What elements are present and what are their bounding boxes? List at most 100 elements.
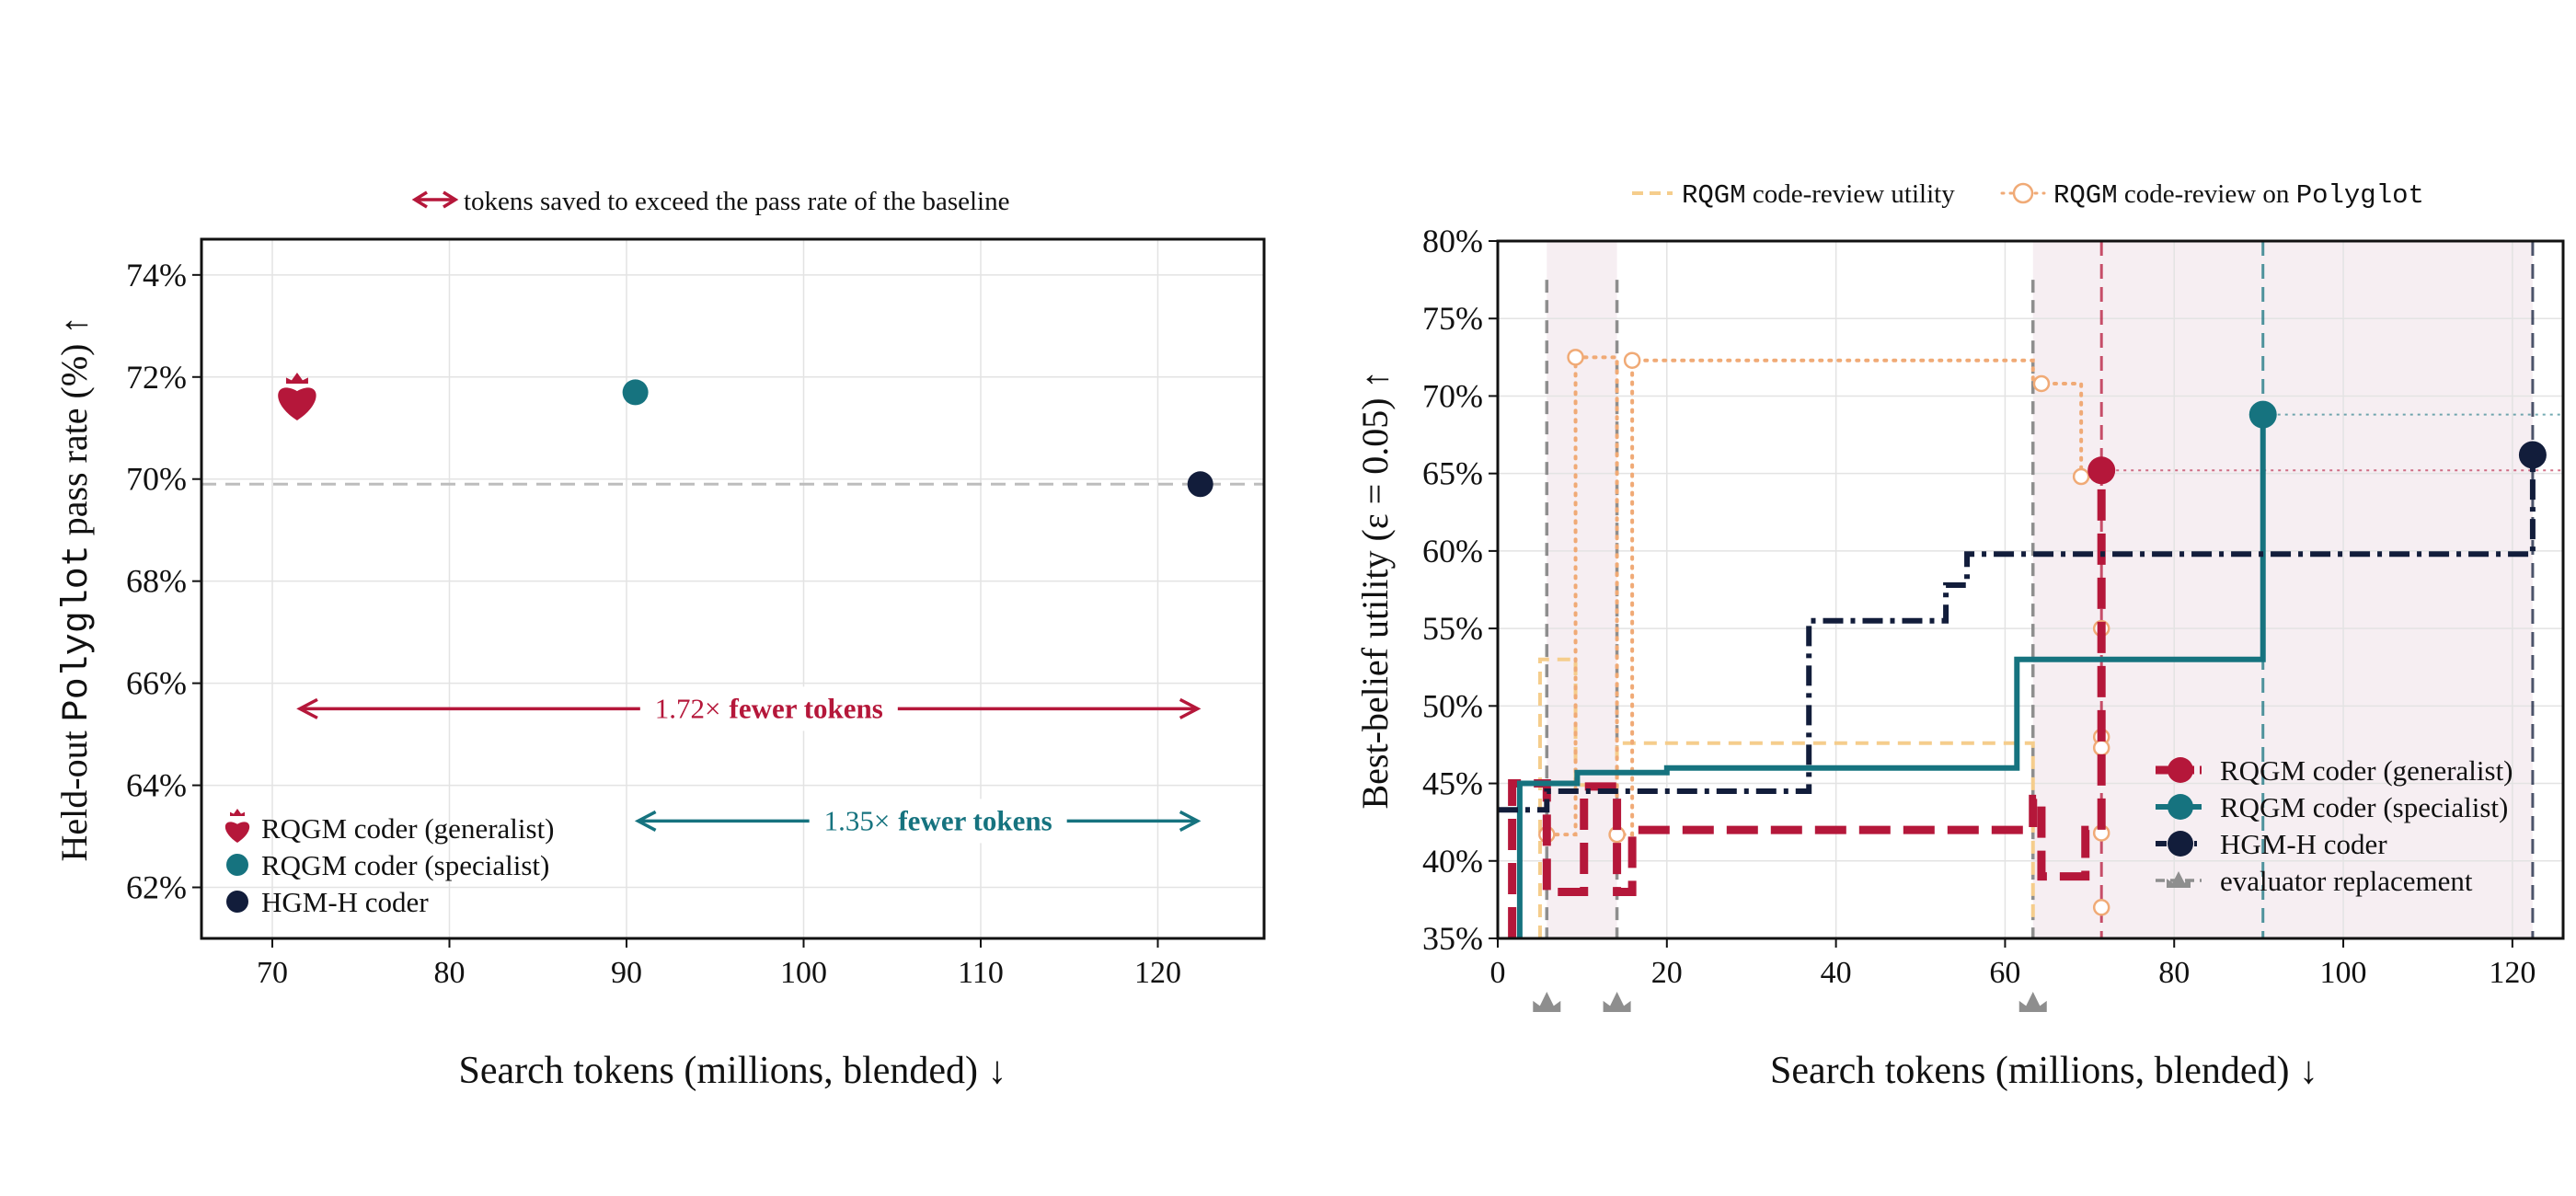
legend-heart-marker (224, 822, 250, 843)
left-legend: RQGM coder (generalist) RQGM coder (speci… (224, 809, 555, 918)
right-x-tick-label: 40 (1821, 956, 1852, 990)
legend-series-marker (2168, 831, 2193, 857)
legend-series-marker (2168, 794, 2193, 820)
right-x-tick-label: 60 (1989, 956, 2020, 990)
legend-label: evaluator replacement (2220, 865, 2473, 897)
left-y-axis-label-prefix: Held-out (53, 721, 95, 861)
arrow-head-right (1179, 810, 1202, 832)
shaded-region (2262, 241, 2533, 938)
code-review-polyglot-marker (1567, 349, 1584, 366)
point-hgm-h-marker (1187, 471, 1213, 498)
left-annotation-arrow: 1.72× fewer tokens (296, 686, 1202, 731)
right-x-tick-label: 20 (1651, 956, 1683, 990)
legend-label: RQGM coder (specialist) (2220, 791, 2508, 823)
right-legend: RQGM coder (generalist) RQGM coder (speci… (2156, 754, 2513, 897)
right-y-tick-label: 45% (1422, 765, 1483, 802)
arrow-head-left (296, 697, 318, 719)
left-grid (201, 239, 1264, 938)
top-legend-text: code-review utility (1746, 179, 1956, 209)
left-y-axis-label: Held-out Polyglot pass rate (%) ↑ (53, 316, 98, 861)
legend-series-marker (2168, 757, 2193, 783)
left-x-tick-label: 70 (257, 956, 288, 990)
series-line-review (1537, 657, 2035, 938)
evaluator-replacement-crown-icon (1533, 992, 1561, 1012)
evaluator-replacement-crown-icon (1603, 992, 1631, 1012)
left-y-tick-label: 66% (126, 665, 187, 702)
top-legend-text: code-review on (2118, 179, 2296, 209)
arrow-label-factor: 1.35× (824, 804, 891, 836)
code-review-polyglot-marker (2032, 374, 2051, 393)
top-legend-label: tokens saved to exceed the pass rate of … (464, 187, 1009, 216)
point-specialist-marker (622, 379, 649, 406)
series-line-hgm (1498, 454, 2536, 813)
right-x-axis-label: Search tokens (millions, blended) ↓ (1770, 1050, 2318, 1092)
top-legend-review-polyglot-marker (2012, 182, 2034, 204)
arrow-label-factor: 1.72× (655, 692, 721, 724)
code-review-polyglot-marker (2092, 899, 2110, 916)
left-y-tick-label: 70% (126, 461, 187, 498)
right-x-tick-label: 80 (2158, 956, 2190, 990)
left-y-tick-label: 72% (126, 359, 187, 396)
arrow-label-text: fewer tokens (898, 804, 1052, 836)
right-x-tick-label: 100 (2320, 956, 2367, 990)
top-legend-review-utility-label: RQGM code-review utility (1682, 179, 1955, 211)
left-y-tick-label: 68% (126, 563, 187, 600)
series-line-review_marker (1545, 355, 2104, 837)
legend-label: RQGM coder (specialist) (261, 849, 549, 881)
left-x-tick-label: 110 (958, 956, 1004, 990)
series-end-marker-generalist (2087, 456, 2116, 485)
right-y-tick-label: 35% (1422, 920, 1483, 957)
legend-label: HGM-H coder (2220, 828, 2387, 860)
right-y-tick-label: 80% (1422, 223, 1483, 259)
legend-circle-marker (226, 854, 248, 876)
right-chart-best-belief-utility: 0 20 40 60 80 100 120 35% 40% 45% 50% 55% 60% 65% 70% 7… (1354, 179, 2565, 1092)
series-end-marker-specialist (2248, 400, 2277, 429)
left-y-tick-label: 74% (126, 257, 187, 293)
top-legend-mono: RQGM (2053, 180, 2118, 211)
arrow-label-background (809, 799, 1067, 844)
right-top-legend: RQGM code-review utility RQGM code-review… (1632, 179, 2424, 211)
code-review-polyglot-marker (2092, 739, 2110, 757)
top-legend-review-polyglot-label: RQGM code-review on Polyglot (2053, 179, 2424, 211)
left-y-axis-label-suffix: pass rate (%) ↑ (53, 316, 95, 545)
left-x-axis-label: Search tokens (millions, blended) ↓ (458, 1050, 1006, 1092)
series-line-specialist (1516, 414, 2266, 938)
right-y-tick-label: 55% (1422, 610, 1483, 647)
right-y-tick-label: 60% (1422, 533, 1483, 569)
code-review-polyglot-marker (1623, 351, 1641, 369)
arrow-head-right (1179, 697, 1202, 719)
left-x-tick-label: 80 (434, 956, 466, 990)
right-x-tick-label: 0 (1490, 956, 1506, 990)
left-y-tick-label: 62% (126, 869, 187, 906)
point-generalist-heart-marker (278, 372, 316, 420)
right-y-tick-label: 65% (1422, 455, 1483, 492)
left-y-tick-label: 64% (126, 767, 187, 804)
right-y-tick-label: 70% (1422, 377, 1483, 414)
point-crown-mark (285, 372, 308, 384)
left-y-axis-label-mono: Polyglot (57, 545, 98, 721)
arrow-label-background (639, 686, 898, 731)
left-chart-pass-rate: 70 80 90 100 110 120 62% 64% 66% 68% 70% 72% 74% Sear… (53, 187, 1266, 1092)
legend-label: RQGM coder (generalist) (2220, 754, 2513, 787)
legend-label: HGM-H coder (261, 886, 429, 918)
left-x-tick-label: 90 (611, 956, 642, 990)
shaded-region (2101, 241, 2263, 938)
right-y-tick-label: 50% (1422, 687, 1483, 724)
point-heart-shape (278, 387, 316, 420)
top-legend-mono: Polyglot (2296, 180, 2424, 211)
code-review-polyglot-marker (2072, 467, 2090, 486)
right-plot-frame (1496, 239, 2565, 940)
right-y-axis-label: Best-belief utility (ε = 0.05) ↑ (1354, 370, 1396, 809)
series-line-generalist (1508, 470, 2106, 938)
legend-heart-crown (230, 809, 245, 816)
top-legend-mono: RQGM (1682, 180, 1746, 211)
left-top-legend: tokens saved to exceed the pass rate of … (411, 187, 1009, 216)
left-plot-frame (200, 237, 1266, 940)
left-x-tick-label: 120 (1134, 956, 1181, 990)
right-y-tick-label: 75% (1422, 300, 1483, 337)
right-x-tick-label: 120 (2489, 956, 2536, 990)
arrow-label: 1.72× fewer tokens (655, 692, 883, 724)
top-legend-arrow-head-left (411, 190, 428, 209)
evaluator-replacement-crown-icon (2018, 992, 2047, 1012)
